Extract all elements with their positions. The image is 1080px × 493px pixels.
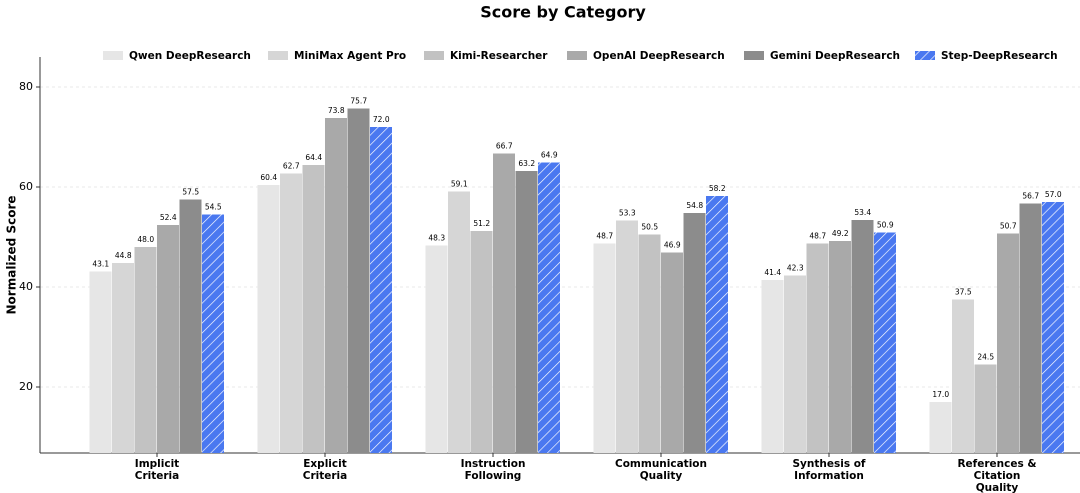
value-label: 49.2	[832, 229, 849, 238]
legend-swatch	[103, 51, 123, 60]
value-label: 24.5	[977, 353, 994, 362]
bar	[851, 220, 874, 453]
bar	[280, 173, 302, 453]
bar	[112, 263, 134, 453]
value-label: 37.5	[955, 288, 972, 297]
bar-hatch	[1042, 202, 1064, 453]
value-label: 42.3	[787, 264, 804, 273]
value-label: 75.7	[350, 97, 367, 106]
value-label: 53.4	[854, 208, 871, 217]
value-label: 50.5	[641, 223, 658, 232]
x-tick-label: Implicit Criteria	[135, 458, 180, 482]
bar-hatch	[538, 162, 560, 453]
legend-label: Step-DeepResearch	[941, 50, 1058, 62]
bar	[157, 225, 179, 453]
legend-swatch	[567, 51, 587, 60]
bar	[179, 199, 202, 453]
x-tick-label: References & Citation Quality	[957, 458, 1036, 493]
bar	[952, 299, 974, 453]
legend-label: MiniMax Agent Pro	[294, 50, 406, 62]
value-label: 56.7	[1022, 192, 1039, 201]
bar	[784, 275, 806, 453]
x-tick-label: Instruction Following	[461, 458, 526, 482]
value-label: 72.0	[373, 115, 390, 124]
value-label: 48.3	[428, 234, 445, 243]
value-label: 50.7	[1000, 222, 1017, 231]
value-label: 57.5	[182, 188, 199, 197]
bar	[325, 118, 347, 453]
value-label: 58.2	[709, 184, 726, 193]
x-tick-label: Communication Quality	[615, 458, 707, 482]
value-label: 54.8	[686, 201, 703, 210]
bar-hatch	[706, 196, 728, 453]
bar-hatch	[874, 232, 896, 453]
chart-title: Score by Category	[480, 3, 646, 22]
value-label: 46.9	[664, 241, 681, 250]
bar	[515, 171, 538, 453]
bar	[761, 280, 784, 453]
bar	[425, 245, 448, 453]
bar	[493, 153, 515, 453]
legend-swatch-hatch	[915, 51, 935, 60]
value-label: 64.9	[541, 151, 558, 160]
y-tick-label: 80	[19, 80, 33, 93]
legend-swatch	[744, 51, 764, 60]
y-tick-label: 20	[19, 380, 33, 393]
value-label: 48.0	[137, 235, 154, 244]
legend-swatch	[424, 51, 444, 60]
value-label: 73.8	[328, 106, 345, 115]
value-label: 59.1	[451, 180, 468, 189]
value-label: 54.5	[205, 203, 222, 212]
bar	[1019, 203, 1042, 453]
bar	[616, 220, 638, 453]
bar	[134, 247, 157, 453]
bar	[448, 191, 470, 453]
value-label: 43.1	[92, 260, 109, 269]
y-axis-label: Normalized Score	[5, 196, 19, 315]
bar	[661, 252, 683, 453]
y-tick-label: 40	[19, 280, 33, 293]
bar-hatch	[370, 127, 392, 453]
value-label: 50.9	[877, 221, 894, 230]
bar	[929, 402, 952, 453]
value-label: 64.4	[305, 153, 322, 162]
bar	[638, 234, 661, 453]
value-label: 63.2	[518, 159, 535, 168]
value-label: 60.4	[260, 173, 277, 182]
legend-label: Kimi-Researcher	[450, 50, 548, 62]
bar	[302, 165, 325, 453]
x-tick-label: Explicit Criteria	[303, 458, 348, 482]
legend-swatch	[268, 51, 288, 60]
value-label: 44.8	[115, 251, 132, 260]
value-label: 53.3	[619, 209, 636, 218]
bar	[347, 108, 370, 453]
bar	[829, 241, 851, 453]
value-label: 51.2	[473, 219, 490, 228]
bar	[89, 271, 112, 453]
bar	[974, 364, 997, 453]
bar	[683, 213, 706, 453]
value-label: 66.7	[496, 142, 513, 151]
value-label: 48.7	[809, 232, 826, 241]
value-label: 17.0	[932, 390, 949, 399]
bar	[257, 185, 280, 453]
x-tick-label: Synthesis of Information	[792, 458, 865, 482]
bar	[470, 231, 493, 453]
legend-label: Gemini DeepResearch	[770, 50, 900, 62]
bar-hatch	[202, 214, 224, 453]
bar	[806, 243, 829, 453]
value-label: 41.4	[764, 268, 781, 277]
value-label: 52.4	[160, 213, 177, 222]
y-tick-label: 60	[19, 180, 33, 193]
value-label: 57.0	[1045, 190, 1062, 199]
value-label: 62.7	[283, 162, 300, 171]
value-label: 48.7	[596, 232, 613, 241]
legend-label: OpenAI DeepResearch	[593, 50, 725, 62]
bar	[997, 233, 1019, 453]
bar	[593, 243, 616, 453]
legend-label: Qwen DeepResearch	[129, 50, 251, 62]
